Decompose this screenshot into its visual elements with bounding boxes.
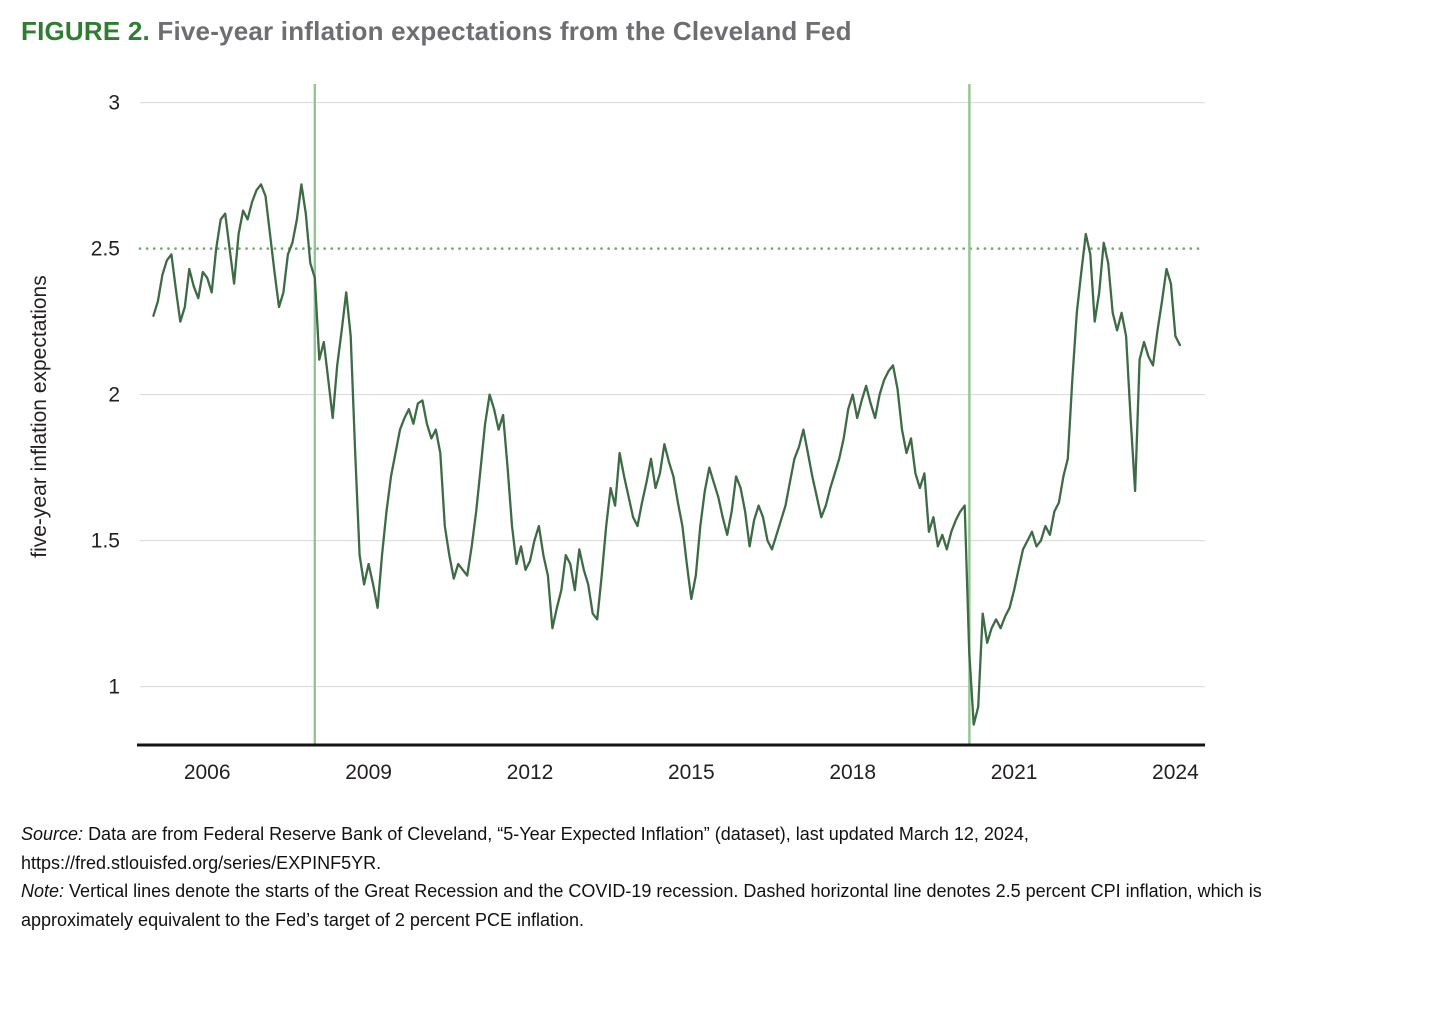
source-text: Data are from Federal Reserve Bank of Cl…: [88, 824, 1029, 844]
x-tick-label-2009: 2009: [345, 761, 392, 784]
source-note: Source: Data are from Federal Reserve Ba…: [21, 820, 1361, 877]
source-url: https://fred.stlouisfed.org/series/EXPIN…: [21, 852, 382, 873]
x-tick-label-2006: 2006: [184, 761, 231, 784]
x-tick-label-2021: 2021: [991, 761, 1038, 784]
x-tick-label-2024: 2024: [1152, 761, 1199, 784]
y-axis-label: five-year inflation expectations: [28, 275, 51, 558]
chart-footnotes: Source: Data are from Federal Reserve Ba…: [21, 820, 1361, 934]
source-label: Source:: [21, 824, 84, 844]
figure-number: FIGURE 2.: [21, 16, 150, 46]
inflation-expectations-line-chart: 1 1.5 2 2.5 3 2006 2009 2012 2015 2018 2021 2024 fiv…: [28, 84, 1207, 784]
note-label: Note:: [21, 881, 65, 901]
y-tick-label-1-5: 1.5: [91, 530, 120, 553]
y-tick-label-2: 2: [108, 384, 120, 407]
x-tick-label-2015: 2015: [668, 761, 715, 784]
y-tick-label-1: 1: [108, 676, 120, 699]
x-tick-label-2018: 2018: [829, 761, 876, 784]
series-line-expected-inflation: [152, 183, 1182, 726]
y-tick-label-2-5: 2.5: [91, 238, 120, 261]
x-tick-label-2012: 2012: [507, 761, 554, 784]
figure-title: FIGURE 2. Five-year inflation expectatio…: [21, 16, 852, 47]
y-tick-label-3: 3: [108, 92, 120, 115]
note: Note: Vertical lines denote the starts o…: [21, 877, 1361, 934]
figure-caption: Five-year inflation expectations from th…: [157, 16, 852, 46]
note-text: Vertical lines denote the starts of the …: [21, 881, 1262, 930]
